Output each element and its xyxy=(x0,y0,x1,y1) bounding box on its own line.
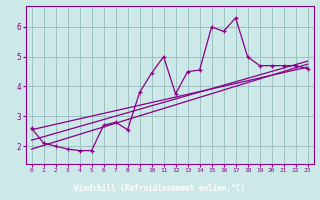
Text: Windchill (Refroidissement éolien,°C): Windchill (Refroidissement éolien,°C) xyxy=(75,184,245,193)
